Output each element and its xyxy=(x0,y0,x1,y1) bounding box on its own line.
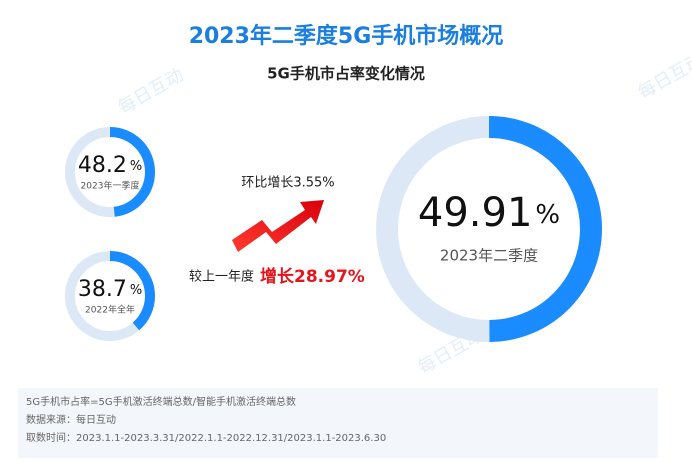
subtitle: 5G手机市占率变化情况 xyxy=(267,65,425,83)
title: 2023年二季度5G手机市场概况 xyxy=(189,23,504,49)
watermark: 每日互动 xyxy=(115,64,188,118)
growth-arrow xyxy=(232,200,324,252)
ring-label: 2022年全年 xyxy=(85,304,135,316)
ring-value xyxy=(65,251,155,341)
ring-value xyxy=(65,127,155,217)
ring-label: 2023年二季度 xyxy=(440,247,538,265)
note: 取数时间：2023.1.1-2023.3.31/2022.1.1-2022.12… xyxy=(26,431,386,444)
ring-number: 49.91% xyxy=(418,190,560,236)
ring-value-label: 38.7 xyxy=(78,277,127,302)
ring-number: 38.7% xyxy=(78,277,142,302)
ring-value xyxy=(376,116,602,342)
yoy-prefix: 较上一年度 xyxy=(189,269,254,285)
note: 数据来源：每日互动 xyxy=(26,413,116,426)
ring-value-label: 49.91 xyxy=(418,190,533,236)
ring-label: 2023年一季度 xyxy=(81,180,140,192)
ring-value-label: 48.2 xyxy=(78,153,127,178)
watermark: 每日互动 xyxy=(635,49,692,103)
ring-unit: % xyxy=(535,200,560,230)
ring-unit: % xyxy=(130,159,142,174)
note: 5G手机市占率=5G手机激活终端总数/智能手机激活终端总数 xyxy=(26,395,296,408)
notes-box xyxy=(18,388,658,458)
ring-number: 48.2% xyxy=(78,153,142,178)
yoy-label: 增长28.97% xyxy=(260,266,365,287)
qoq-label: 环比增长3.55% xyxy=(241,176,334,191)
ring-unit: % xyxy=(130,283,142,298)
